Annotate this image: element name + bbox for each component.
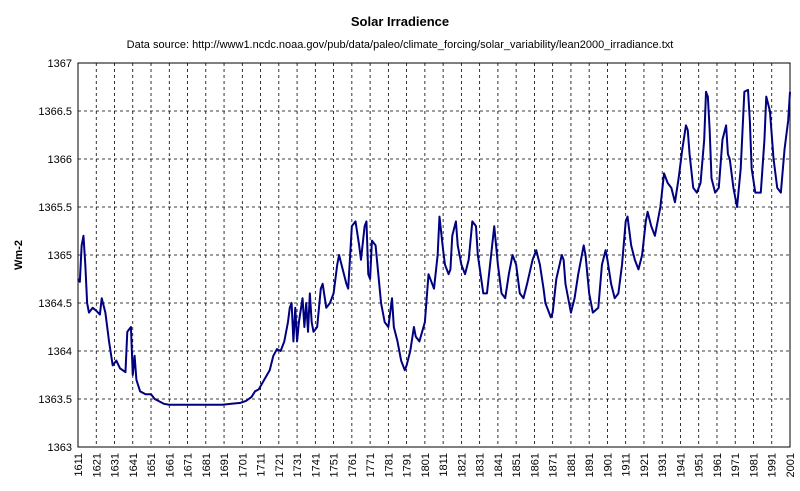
y-tick-label: 1367	[48, 58, 72, 70]
y-tick-label: 1363.5	[38, 394, 72, 406]
x-tick-label: 1851	[511, 453, 523, 477]
x-tick-label: 1731	[292, 453, 304, 477]
y-tick-label: 1364.5	[38, 298, 72, 310]
x-tick-label: 1621	[91, 453, 103, 477]
chart-title: Solar Irradience	[351, 14, 449, 29]
x-tick-label: 1691	[219, 453, 231, 477]
x-tick-label: 1971	[730, 453, 742, 477]
x-tick-label: 1981	[748, 453, 760, 477]
x-tick-label: 1821	[456, 453, 468, 477]
x-tick-label: 1861	[529, 453, 541, 477]
y-tick-label: 1365.5	[38, 202, 72, 214]
x-tick-label: 1951	[694, 453, 706, 477]
x-tick-label: 1721	[274, 453, 286, 477]
x-tick-label: 1701	[237, 453, 249, 477]
x-tick-label: 1871	[548, 453, 560, 477]
x-tick-label: 1771	[365, 453, 377, 477]
x-tick-label: 1961	[712, 453, 724, 477]
x-tick-label: 1931	[657, 453, 669, 477]
x-tick-label: 1711	[256, 453, 268, 477]
y-tick-label: 1366	[48, 154, 72, 166]
x-tick-label: 1811	[438, 453, 450, 477]
x-tick-label: 1791	[402, 453, 414, 477]
x-tick-label: 1641	[128, 453, 140, 477]
y-axis-label: Wm-2	[13, 240, 25, 270]
y-tick-label: 1366.5	[38, 106, 72, 118]
x-tick-label: 1741	[310, 453, 322, 477]
x-tick-label: 1991	[767, 453, 779, 477]
x-tick-label: 1761	[347, 453, 359, 477]
x-tick-label: 1751	[329, 453, 341, 477]
x-tick-label: 1881	[566, 453, 578, 477]
x-tick-label: 1901	[602, 453, 614, 477]
x-tick-label: 1941	[675, 453, 687, 477]
series-line	[77, 88, 791, 406]
x-tick-label: 1681	[201, 453, 213, 477]
x-tick-label: 1841	[493, 453, 505, 477]
y-tick-label: 1364	[48, 346, 72, 358]
x-tick-label: 1831	[475, 453, 487, 477]
x-tick-label: 1611	[73, 453, 85, 477]
x-tick-label: 1651	[146, 453, 158, 477]
x-tick-label: 1911	[621, 453, 633, 477]
x-tick-label: 1671	[183, 453, 195, 477]
x-tick-label: 1891	[584, 453, 596, 477]
chart-subtitle: Data source: http://www1.ncdc.noaa.gov/p…	[127, 39, 674, 51]
x-tick-label: 1661	[164, 453, 176, 477]
y-tick-label: 1365	[48, 250, 72, 262]
x-tick-label: 1781	[383, 453, 395, 477]
x-tick-label: 2001	[785, 453, 797, 477]
x-tick-label: 1801	[420, 453, 432, 477]
x-tick-label: 1921	[639, 453, 651, 477]
y-tick-label: 1363	[48, 442, 72, 454]
x-tick-label: 1631	[110, 453, 122, 477]
